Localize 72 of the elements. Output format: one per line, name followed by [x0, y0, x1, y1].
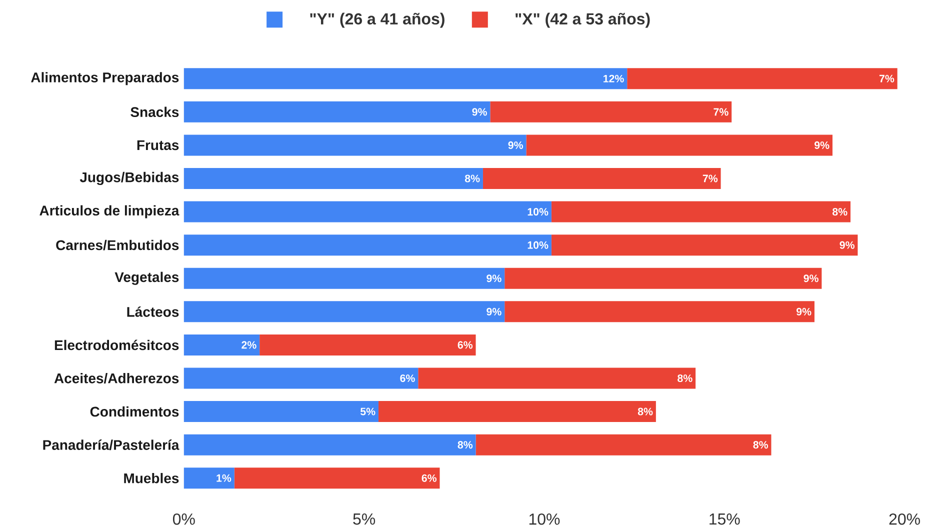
- y-tick-label: Articulos de limpieza: [40, 205, 180, 218]
- bar: [482, 168, 721, 190]
- bar: [184, 68, 628, 90]
- data-label: 6%: [422, 474, 437, 482]
- data-label: 8%: [458, 441, 473, 449]
- x-tick-label: 5%: [353, 514, 376, 525]
- bar: [234, 468, 440, 489]
- bar: [184, 268, 505, 289]
- bar: [627, 68, 898, 90]
- data-label: 7%: [702, 174, 718, 182]
- bar: [184, 468, 234, 489]
- y-tick-label: Condimentos: [90, 406, 179, 417]
- bar: [476, 434, 772, 456]
- bar: [378, 401, 656, 422]
- data-label: 1%: [216, 474, 232, 482]
- y-tick-label: Aceites/Adherezos: [54, 373, 179, 384]
- bar: [184, 334, 260, 356]
- bar: [184, 201, 552, 222]
- y-tick-label: Carnes/Embutidos: [56, 240, 179, 250]
- data-label: 10%: [528, 208, 548, 216]
- bar: [504, 301, 814, 322]
- y-tick-label: Jugos/Bebidas: [80, 172, 179, 186]
- y-tick-label: Electrodomésitcos: [54, 340, 179, 350]
- data-label: 7%: [879, 74, 894, 82]
- data-label: 9%: [486, 308, 502, 316]
- x-tick-label: 0%: [172, 514, 195, 525]
- y-tick-label: Muebles: [124, 473, 179, 484]
- y-tick-label: Frutas: [137, 140, 179, 150]
- data-label: 12%: [604, 74, 624, 82]
- data-label: 6%: [400, 374, 415, 382]
- data-label: 9%: [804, 274, 818, 282]
- legend-label: "Y" (26 a 41 años): [310, 12, 444, 28]
- bar: [418, 368, 696, 389]
- data-label: 8%: [832, 208, 848, 216]
- y-tick-label: Alimentos Preparados: [31, 72, 179, 86]
- bar: [184, 301, 505, 322]
- bar: [184, 234, 552, 256]
- data-label: 9%: [472, 108, 487, 116]
- bar: [184, 134, 526, 156]
- data-label: 8%: [638, 408, 653, 416]
- data-label: 9%: [796, 308, 812, 316]
- data-label: 9%: [508, 142, 523, 150]
- x-tick-label: 10%: [529, 514, 560, 525]
- y-tick-label: Snacks: [130, 106, 179, 118]
- data-label: 9%: [814, 142, 830, 150]
- data-label: 7%: [714, 108, 728, 116]
- bar: [184, 401, 378, 422]
- bar: [490, 102, 732, 123]
- bar: [526, 134, 832, 156]
- bar: [184, 434, 476, 456]
- y-tick-label: Panadería/Pastelería: [43, 440, 180, 450]
- bar: [184, 368, 418, 389]
- data-label: 6%: [458, 341, 473, 349]
- data-label: 8%: [464, 174, 480, 182]
- y-tick-label: Lácteos: [127, 306, 179, 317]
- data-label: 5%: [360, 408, 376, 416]
- data-label: 8%: [678, 374, 692, 382]
- data-label: 9%: [486, 274, 502, 282]
- bar: [504, 268, 822, 289]
- y-tick-label: Vegetales: [114, 272, 179, 286]
- data-label: 10%: [528, 241, 548, 249]
- x-tick-label: 20%: [889, 514, 920, 525]
- data-label: 8%: [753, 441, 768, 449]
- bar: [184, 168, 483, 190]
- x-tick-label: 15%: [710, 514, 740, 525]
- data-label: 9%: [840, 241, 854, 249]
- bar: [260, 334, 476, 356]
- bar: [551, 234, 858, 256]
- bar: [184, 102, 490, 123]
- bar: [551, 201, 851, 222]
- legend-label: "X" (42 a 53 años): [516, 12, 650, 28]
- data-label: 2%: [242, 341, 256, 349]
